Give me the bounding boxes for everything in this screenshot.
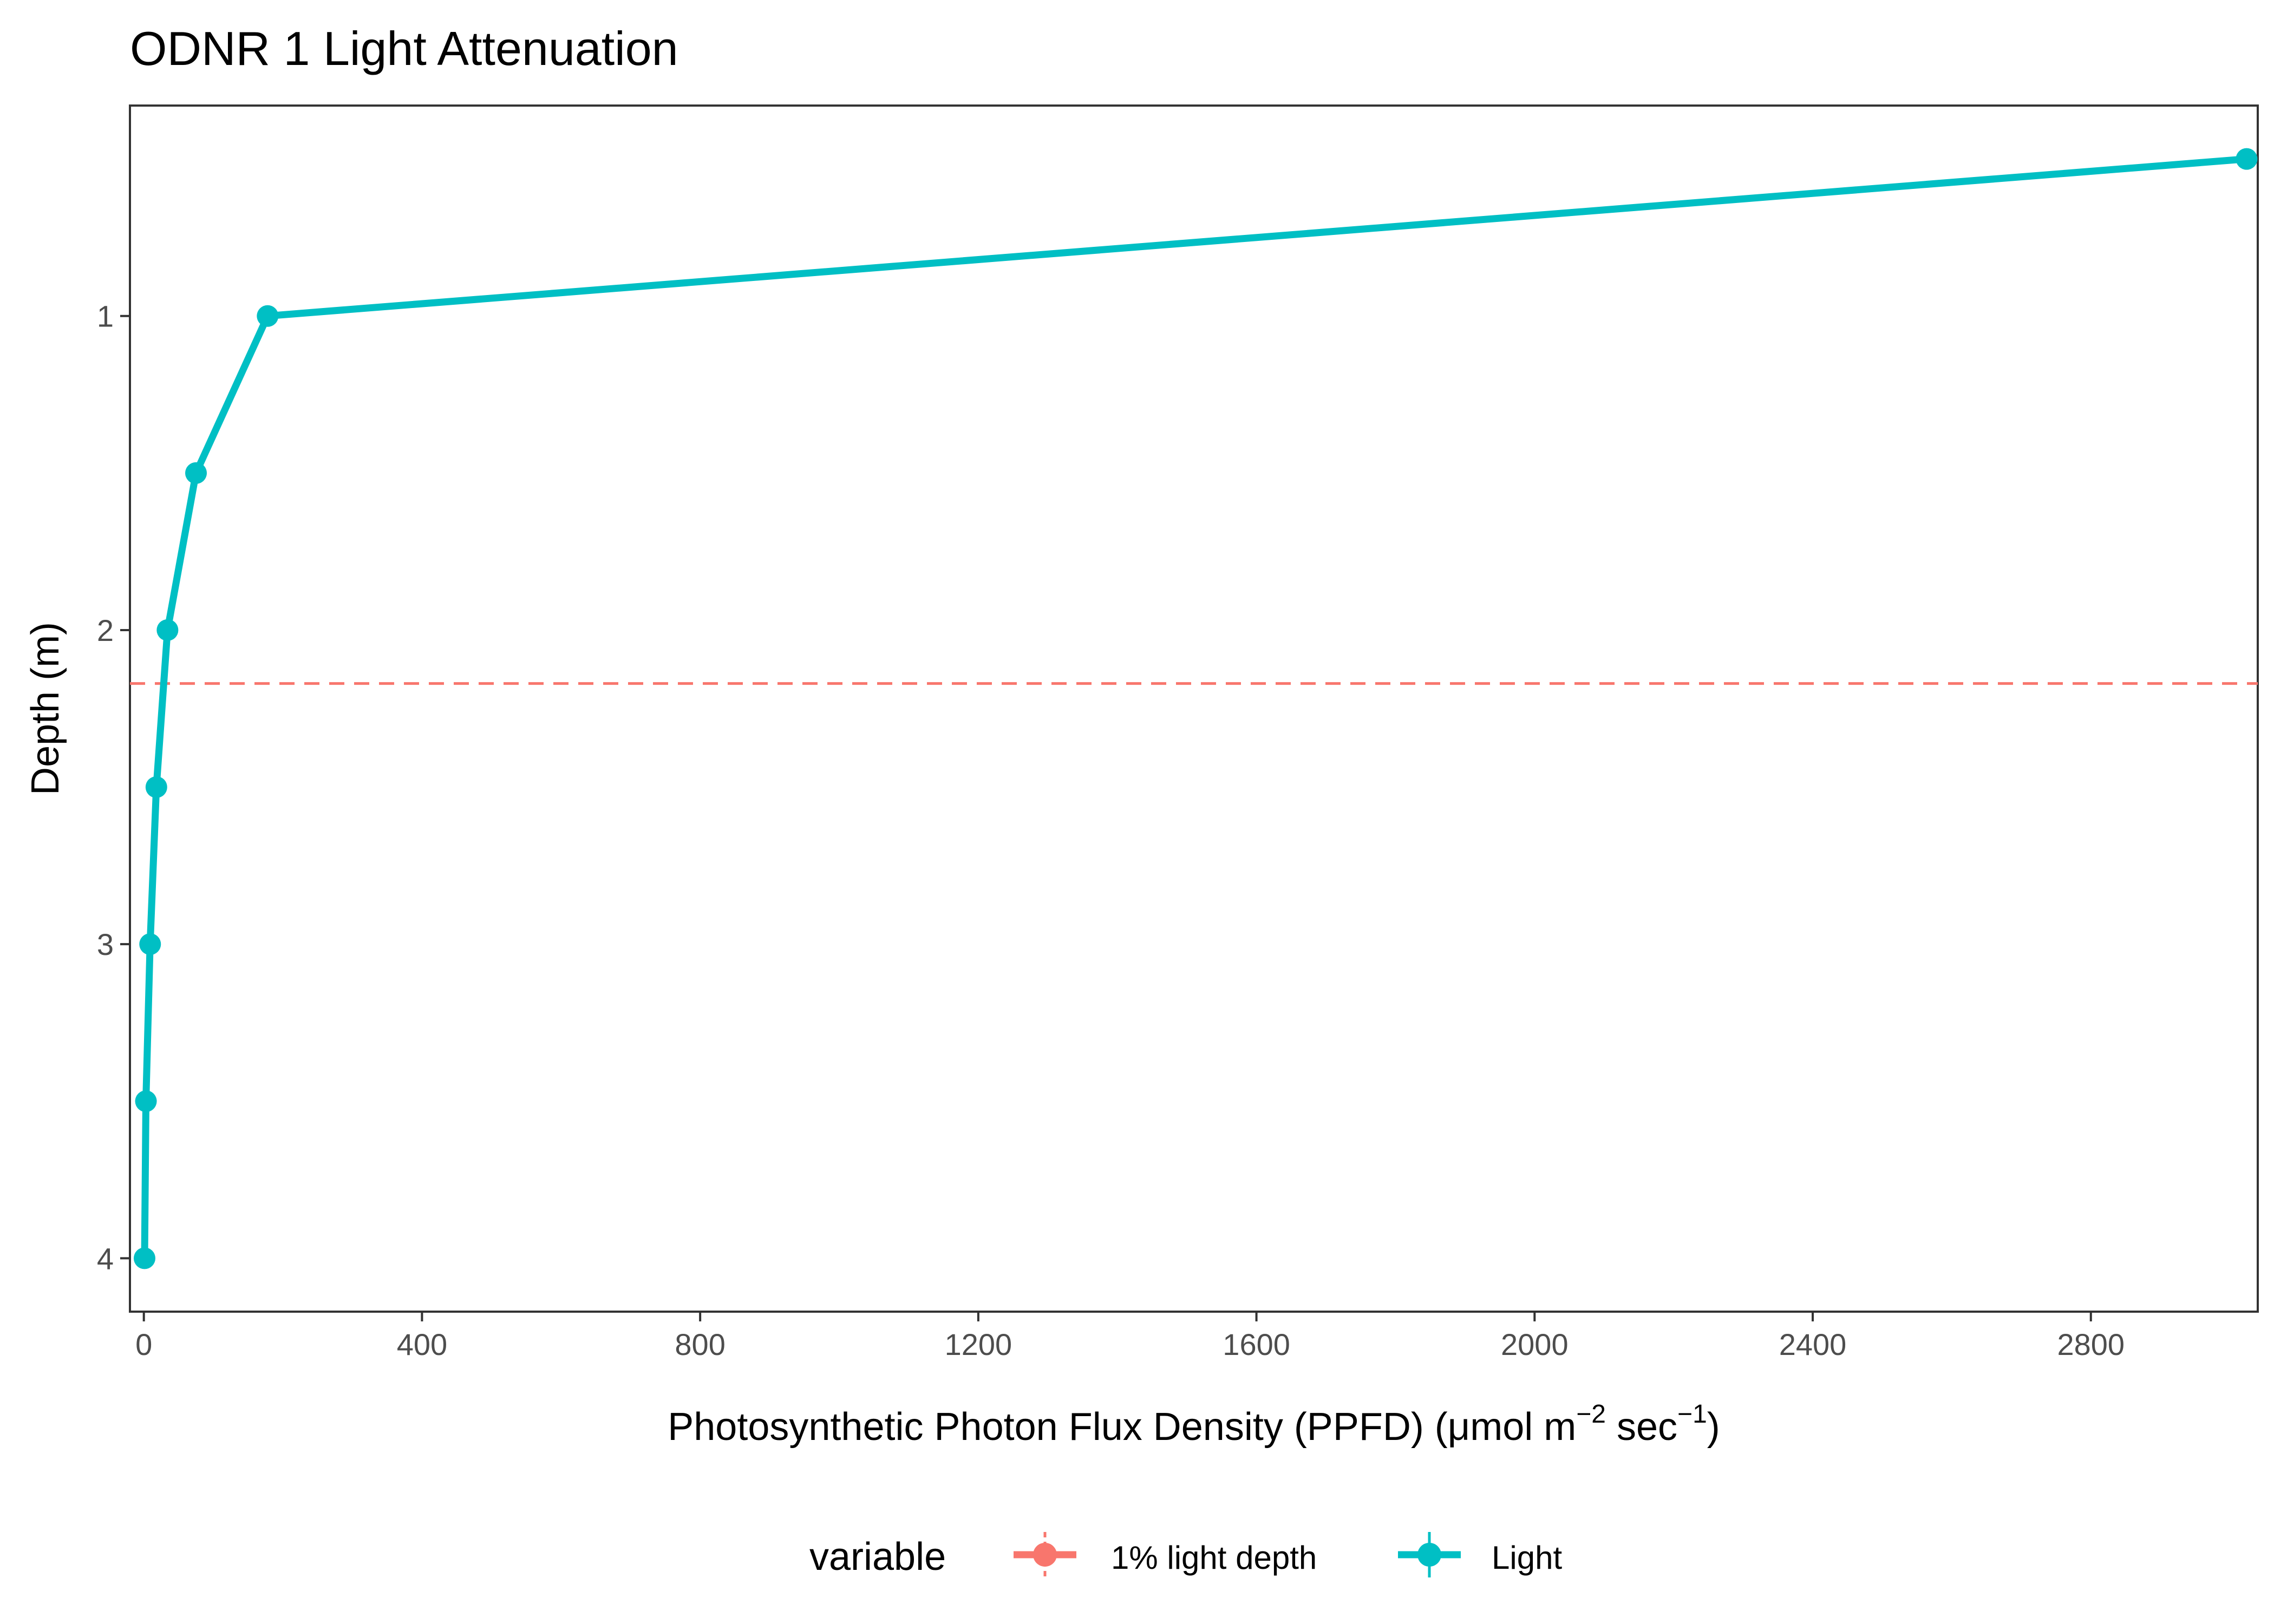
light-series-line	[141, 155, 2250, 1262]
y-axis-title: Depth (m)	[24, 622, 67, 795]
x-tick-label: 800	[675, 1327, 725, 1361]
x-tick-label: 2400	[1779, 1327, 1847, 1361]
series-layer	[133, 148, 2258, 1269]
legend-label-1pct-light-depth: 1% light depth	[1111, 1540, 1317, 1576]
x-axis: 0 400 800 1200 1600 2000 2400 2800	[135, 1312, 2125, 1361]
chart-title: ODNR 1 Light Attenuation	[130, 22, 678, 75]
x-axis-title-end: )	[1707, 1405, 1720, 1449]
legend-key-point	[1417, 1543, 1441, 1567]
x-axis-title-mid: sec	[1606, 1405, 1677, 1449]
x-tick-label: 1200	[945, 1327, 1012, 1361]
y-tick-label: 1	[97, 299, 114, 333]
x-axis-title: Photosynthetic Photon Flux Density (PPFD…	[668, 1400, 1720, 1449]
light-data-point	[185, 462, 207, 484]
legend: variable 1% light depth Light	[809, 1532, 1562, 1579]
light-data-point	[2236, 148, 2258, 170]
legend-label-light: Light	[1492, 1540, 1562, 1576]
y-axis: 1 2 3 4	[97, 299, 130, 1275]
light-data-point	[145, 776, 167, 798]
light-data-point	[135, 1090, 157, 1112]
x-tick-label: 0	[135, 1327, 152, 1361]
x-axis-title-sup1: −2	[1576, 1400, 1606, 1429]
y-tick-label: 3	[97, 927, 114, 961]
x-tick-label: 2800	[2057, 1327, 2125, 1361]
y-tick-label: 4	[97, 1241, 114, 1275]
light-data-point	[156, 619, 179, 641]
y-tick-label: 2	[97, 613, 114, 647]
legend-key-light	[1398, 1532, 1461, 1577]
light-data-point	[133, 1247, 155, 1269]
legend-title: variable	[809, 1535, 946, 1579]
x-axis-title-sup2: −1	[1677, 1400, 1707, 1429]
light-data-point	[139, 933, 161, 955]
x-tick-label: 1600	[1223, 1327, 1290, 1361]
legend-key-1pct-light-depth	[1014, 1532, 1076, 1577]
x-axis-title-main: Photosynthetic Photon Flux Density (PPFD…	[668, 1405, 1576, 1449]
x-tick-label: 400	[397, 1327, 447, 1361]
x-tick-label: 2000	[1501, 1327, 1569, 1361]
plot-panel	[129, 104, 2259, 1313]
light-data-point	[257, 305, 279, 327]
legend-key-point	[1033, 1543, 1057, 1567]
